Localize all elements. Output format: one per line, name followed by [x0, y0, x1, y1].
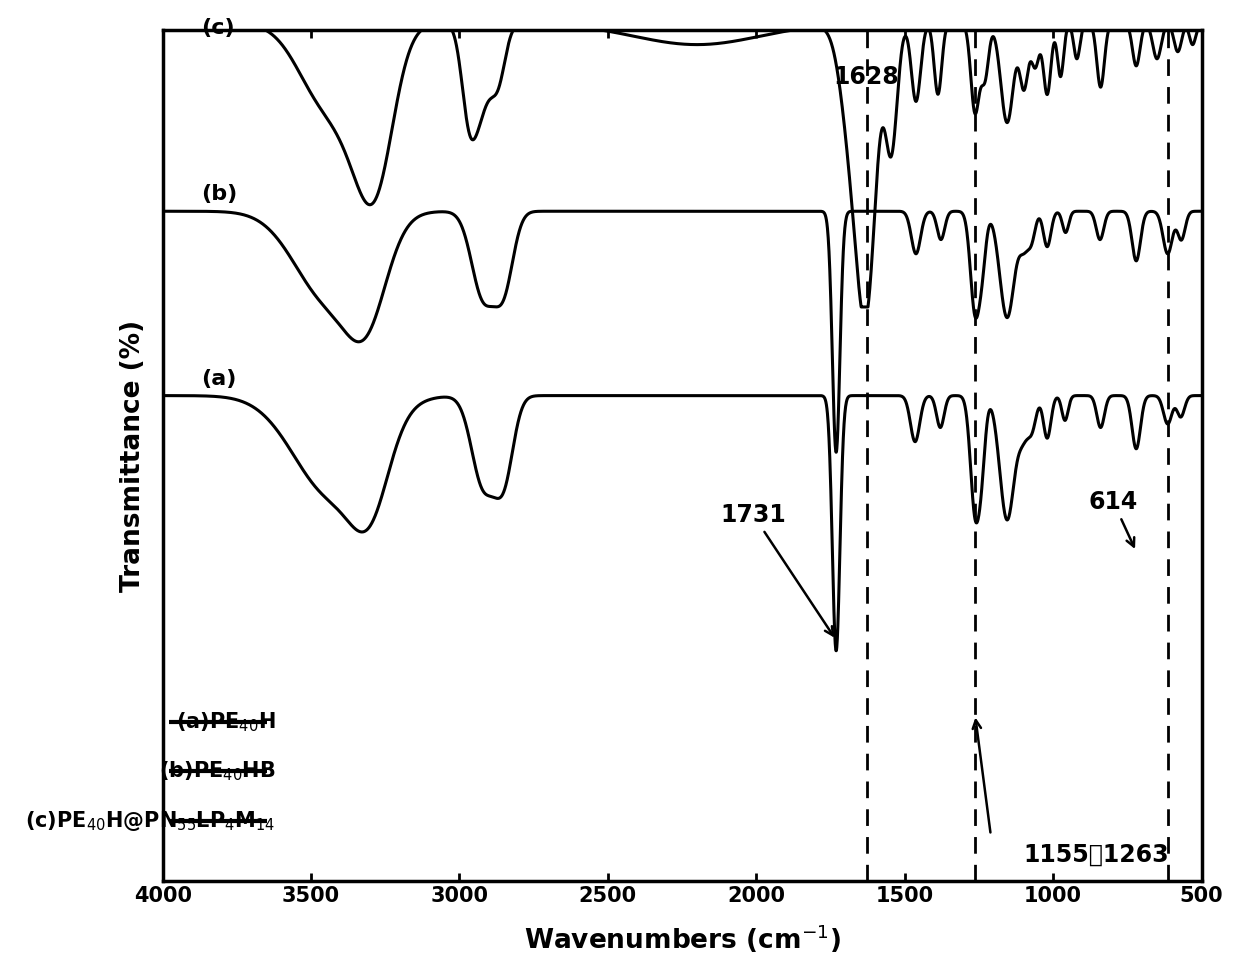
Text: 1628: 1628	[833, 64, 899, 88]
Text: (c): (c)	[201, 17, 234, 38]
Text: 1155、1263: 1155、1263	[1023, 843, 1169, 866]
Y-axis label: Transmittance (%): Transmittance (%)	[120, 320, 146, 592]
Text: (c)PE$_{40}$H@PN$_{55}$LP$_{4}$M$_{14}$: (c)PE$_{40}$H@PN$_{55}$LP$_{4}$M$_{14}$	[25, 809, 275, 833]
Text: (a): (a)	[201, 368, 237, 389]
X-axis label: Wavenumbers (cm$^{-1}$): Wavenumbers (cm$^{-1}$)	[523, 922, 841, 955]
Text: 614: 614	[1089, 490, 1138, 546]
Text: (a)PE$_{40}$H: (a)PE$_{40}$H	[176, 710, 275, 734]
Text: (b): (b)	[201, 184, 238, 204]
Text: (b)PE$_{40}$HB: (b)PE$_{40}$HB	[159, 759, 275, 783]
Text: 1731: 1731	[720, 503, 833, 636]
